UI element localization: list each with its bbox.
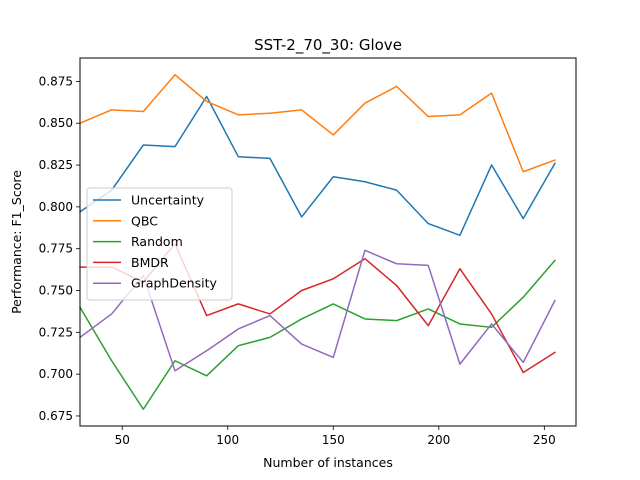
y-tick-label: 0.750: [39, 284, 73, 298]
x-tick-label: 150: [322, 433, 345, 447]
y-axis-label: Performance: F1_Score: [9, 170, 24, 314]
series-line-qbc: [79, 73, 556, 173]
legend-label-graphdensity: GraphDensity: [131, 276, 217, 291]
y-tick-label: 0.850: [39, 116, 73, 130]
y-tick-label: 0.875: [39, 74, 73, 88]
series-line-random: [78, 259, 556, 411]
x-tick-label: 250: [533, 433, 556, 447]
legend-box: [86, 187, 233, 301]
legend-label-bmdr: BMDR: [131, 255, 169, 270]
series-line-uncertainty: [78, 95, 556, 237]
chart-title: SST-2_70_30: Glove: [254, 36, 402, 55]
plot-frame: [79, 57, 577, 427]
x-tick-label: 50: [115, 433, 130, 447]
y-axis-ticks: 0.675 0.700 0.725 0.750 0.775 0.800 0.825 0.850…: [39, 74, 80, 423]
legend-label-random: Random: [131, 234, 183, 249]
legend-label-qbc: QBC: [131, 213, 158, 228]
y-tick-label: 0.800: [39, 200, 73, 214]
x-tick-label: 200: [427, 433, 450, 447]
legend: Uncertainty QBC Random BMDR GraphDensity: [86, 187, 233, 301]
x-axis-label: Number of instances: [263, 455, 393, 470]
x-axis-ticks: 50 100 150 200 250: [115, 426, 556, 447]
y-tick-label: 0.775: [39, 242, 73, 256]
series-line-graphdensity: [78, 249, 556, 372]
y-tick-label: 0.725: [39, 325, 73, 339]
y-tick-label: 0.675: [39, 409, 73, 423]
x-tick-label: 100: [216, 433, 239, 447]
y-tick-label: 0.825: [39, 158, 73, 172]
y-tick-label: 0.700: [39, 367, 73, 381]
legend-label-uncertainty: Uncertainty: [131, 193, 205, 208]
